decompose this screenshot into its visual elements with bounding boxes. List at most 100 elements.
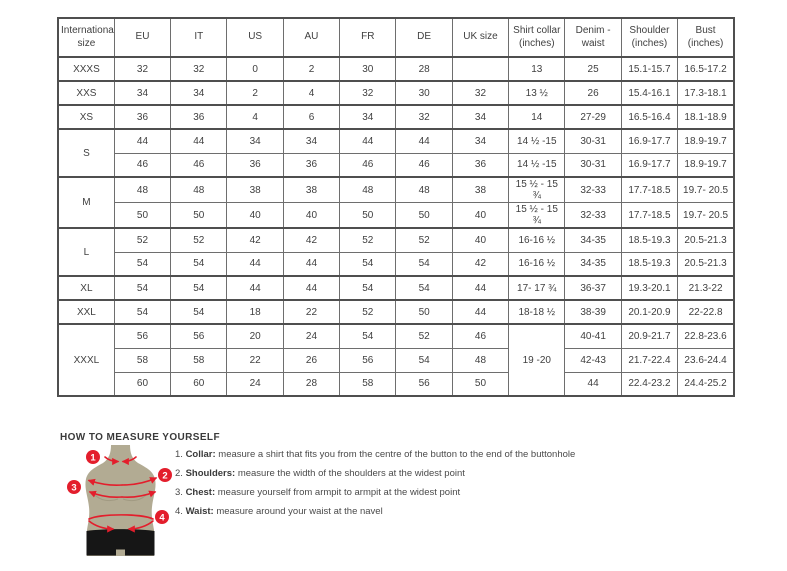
- instruction-item: 4. Waist: measure around your waist at t…: [175, 506, 383, 517]
- chest-measure-line-left: [88, 490, 123, 499]
- table-cell: 44: [564, 371, 622, 397]
- table-cell: 15.4-16.1: [620, 80, 679, 106]
- table-cell: 22-22.8: [677, 299, 735, 325]
- table-cell: 54: [395, 275, 453, 301]
- table-cell: 32-33: [564, 202, 622, 229]
- table-cell: 34: [226, 128, 284, 154]
- table-cell: 58: [113, 347, 172, 373]
- instruction-label: Chest:: [185, 487, 216, 498]
- table-cell: 16-16 ½: [508, 251, 566, 277]
- table-cell: 54: [395, 347, 453, 373]
- table-cell: 34: [113, 80, 172, 106]
- table-cell: 20: [226, 323, 284, 349]
- table-cell: 20.5-21.3: [677, 227, 735, 253]
- table-cell: 32: [395, 104, 453, 130]
- table-header: International size EU IT US AU FR DE UK size Shi…: [57, 17, 735, 58]
- table-cell: 60: [113, 371, 172, 397]
- table-cell: 32: [170, 56, 228, 82]
- table-cell: 26: [282, 347, 341, 373]
- marker-number-1: 1: [90, 453, 96, 464]
- table-cell: 30-31: [564, 128, 622, 154]
- table-cell: 44: [226, 251, 284, 277]
- table-cell: 34: [451, 128, 510, 154]
- waist-measure-line-right: [127, 520, 154, 533]
- table-cell: XXXS: [57, 56, 115, 82]
- table-cell: 17.3-18.1: [677, 80, 735, 106]
- table-cell: 52: [170, 227, 228, 253]
- shoulder-measure-line-left: [87, 478, 123, 487]
- measure-instructions: 1. Collar: measure a shirt that fits you…: [175, 445, 645, 521]
- table-cell: 36: [282, 152, 341, 178]
- table-row: XL 54 54 44 44 54 54 44 17- 17 ¾ 36-37 19.3-20.1 21…: [57, 275, 735, 301]
- table-row: 60 60 24 28 58 56 50 44 22.4-23.2 24.4-25.2: [58, 371, 735, 397]
- table-cell: 14 ½ -15: [508, 152, 566, 178]
- table-cell: 14: [508, 104, 566, 130]
- table-cell: 58: [170, 347, 228, 373]
- table-cell: 24: [282, 323, 341, 349]
- column-header: IT: [170, 17, 228, 58]
- mannequin-shorts: [86, 529, 155, 556]
- table-cell: 54: [339, 275, 397, 301]
- collar-measure-line-left: [104, 456, 120, 466]
- table-cell: 52: [113, 227, 172, 253]
- table-cell: 48: [451, 347, 510, 373]
- instruction-item: 2. Shoulders: measure the width of the s…: [175, 468, 465, 479]
- table-cell: 18: [226, 299, 284, 325]
- mannequin-illustration: 1 2 3 4: [67, 445, 172, 556]
- table-cell: 4: [226, 104, 284, 130]
- table-cell: 32: [113, 56, 172, 82]
- table-cell: 44: [395, 128, 453, 154]
- table-cell: 50: [451, 371, 510, 397]
- table-cell: 48: [395, 176, 453, 203]
- table-cell: 14 ½ -15: [508, 128, 566, 154]
- table-cell: 60: [170, 371, 228, 397]
- table-cell: 0: [226, 56, 284, 82]
- table-cell: 36: [451, 152, 510, 178]
- table-cell: 42: [282, 227, 341, 253]
- table-cell: 56: [395, 371, 453, 397]
- table-cell: 44: [451, 299, 510, 325]
- marker-circle-1: [86, 450, 100, 464]
- table-row: L 52 52 42 42 52 52 40 16-16 ½ 34-35 18.5-19.3 20.5…: [57, 227, 735, 277]
- table-cell: 36-37: [564, 275, 622, 301]
- column-header: Bust (inches): [677, 17, 735, 58]
- table-row: 50 50 40 40 50 50 40 15 ½ - 15 ¾ 32-33 17.7-18.5 1…: [58, 202, 735, 229]
- measure-section-title: HOW TO MEASURE YOURSELF: [60, 432, 220, 443]
- table-cell: 48: [113, 176, 172, 203]
- marker-badge-2: 2: [158, 468, 172, 482]
- table-cell: 34-35: [564, 227, 622, 253]
- table-cell: 56: [339, 347, 397, 373]
- table-cell: 48: [339, 176, 397, 203]
- table-cell: 17- 17 ¾: [508, 275, 566, 301]
- column-header: Shoulder (inches): [620, 17, 679, 58]
- table-cell: 18.9-19.7: [677, 152, 735, 178]
- table-row: XXL 54 54 18 22 52 50 44 18-18 ½ 38-39 20.1-20.9 22…: [57, 299, 735, 325]
- table-cell: 32-33: [564, 176, 622, 203]
- table-cell: 44: [339, 128, 397, 154]
- shoulder-measure-line-right: [121, 477, 158, 486]
- table-cell: 54: [339, 323, 397, 349]
- table-body: XXXS 32 32 0 2 30 28 13 25 15.1-15.7 16.5-17.2 XXS 3…: [57, 56, 735, 397]
- table-cell: 46: [170, 152, 228, 178]
- table-cell: 38: [451, 176, 510, 203]
- instruction-item: 1. Collar: measure a shirt that fits you…: [175, 449, 576, 460]
- table-cell: 54: [339, 251, 397, 277]
- table-cell: 18.5-19.3: [620, 251, 679, 277]
- table-cell: 38: [282, 176, 341, 203]
- table-cell: 24: [226, 371, 284, 397]
- table-cell: 30: [395, 80, 453, 106]
- table-cell: 50: [113, 202, 172, 229]
- table-cell: 19.3-20.1: [620, 275, 679, 301]
- table-cell: 44: [170, 128, 228, 154]
- table-cell: 52: [395, 323, 453, 349]
- marker-badge-4: 4: [155, 510, 169, 524]
- table-cell: 18.5-19.3: [620, 227, 679, 253]
- table-cell: 54: [170, 299, 228, 325]
- table-cell: 2: [226, 80, 284, 106]
- table-cell: 34: [339, 104, 397, 130]
- table-cell: M: [57, 176, 115, 229]
- table-cell: 19.7- 20.5: [677, 202, 735, 229]
- size-chart-table: International size EU IT US AU FR DE UK size Shi…: [57, 17, 735, 397]
- table-cell: L: [57, 227, 115, 277]
- table-row: S 44 44 34 34 44 44 34 14 ½ -15 30-31 16.9-17.7 18.…: [57, 128, 735, 178]
